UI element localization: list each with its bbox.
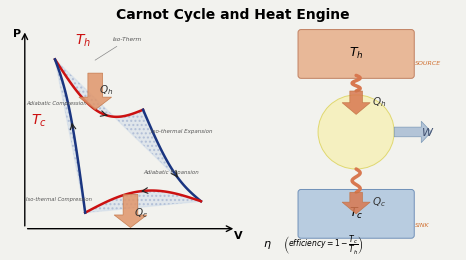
Text: Carnot Cycle and Heat Engine: Carnot Cycle and Heat Engine: [116, 8, 350, 22]
Polygon shape: [114, 194, 147, 228]
Text: SOURCE: SOURCE: [415, 61, 441, 66]
Text: V: V: [234, 231, 243, 240]
Text: Adiabatic Compression: Adiabatic Compression: [26, 101, 87, 106]
Polygon shape: [342, 91, 370, 114]
Text: $T_c$: $T_c$: [31, 113, 47, 129]
Text: $Q_c$: $Q_c$: [372, 195, 386, 209]
Polygon shape: [55, 59, 201, 213]
Text: $T_h$: $T_h$: [349, 46, 363, 62]
Polygon shape: [342, 192, 370, 214]
FancyBboxPatch shape: [298, 190, 414, 238]
Text: $Q_h$: $Q_h$: [372, 95, 386, 109]
Polygon shape: [79, 73, 112, 110]
FancyBboxPatch shape: [298, 30, 414, 78]
Text: $Q_c$: $Q_c$: [134, 206, 148, 220]
Text: Iso-thermal Expansion: Iso-thermal Expansion: [151, 129, 212, 134]
Circle shape: [318, 95, 394, 169]
Text: $\eta$: $\eta$: [263, 239, 271, 251]
Text: Adiabatic Expansion: Adiabatic Expansion: [143, 170, 199, 175]
Text: $\left(efficiency = 1 - \dfrac{T_c}{T_h}\right)$: $\left(efficiency = 1 - \dfrac{T_c}{T_h}…: [283, 233, 364, 257]
Text: Iso-Therm: Iso-Therm: [95, 37, 142, 60]
Text: $Q_h$: $Q_h$: [99, 83, 113, 97]
Text: $T_h$: $T_h$: [75, 33, 91, 49]
Polygon shape: [394, 121, 432, 143]
Text: Iso-thermal Compression: Iso-thermal Compression: [26, 197, 92, 202]
Text: SINK: SINK: [415, 223, 430, 228]
Text: P: P: [13, 29, 21, 39]
Text: $T_c$: $T_c$: [349, 206, 363, 222]
Text: $W$: $W$: [421, 126, 435, 138]
